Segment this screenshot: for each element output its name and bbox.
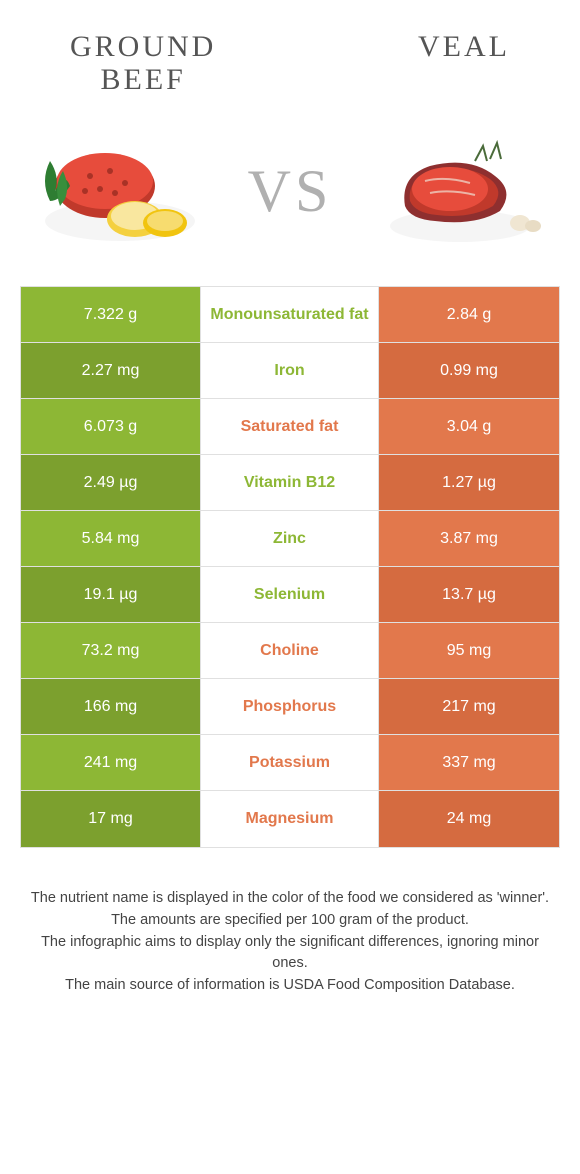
nutrient-label: Vitamin B12 [201, 455, 379, 510]
header: GROUNDBEEF VEAL [0, 0, 580, 106]
right-value: 3.04 g [379, 399, 559, 454]
right-value: 337 mg [379, 735, 559, 790]
vs-label: VS [248, 157, 333, 226]
left-value: 6.073 g [21, 399, 201, 454]
footer-notes: The nutrient name is displayed in the co… [0, 848, 580, 997]
left-value: 17 mg [21, 791, 201, 847]
nutrient-label: Monounsaturated fat [201, 287, 379, 342]
left-value: 2.27 mg [21, 343, 201, 398]
nutrient-label: Phosphorus [201, 679, 379, 734]
nutrient-label: Potassium [201, 735, 379, 790]
nutrient-label: Iron [201, 343, 379, 398]
right-value: 3.87 mg [379, 511, 559, 566]
right-value: 217 mg [379, 679, 559, 734]
ground-beef-image [30, 126, 210, 256]
nutrient-label: Saturated fat [201, 399, 379, 454]
table-row: 19.1 µgSelenium13.7 µg [21, 567, 559, 623]
left-food-title: GROUNDBEEF [70, 30, 216, 96]
footer-line: The nutrient name is displayed in the co… [30, 888, 550, 910]
table-row: 2.49 µgVitamin B121.27 µg [21, 455, 559, 511]
table-row: 166 mgPhosphorus217 mg [21, 679, 559, 735]
nutrient-label: Zinc [201, 511, 379, 566]
veal-image [370, 126, 550, 256]
images-row: VS [0, 106, 580, 286]
right-food-title: VEAL [418, 30, 510, 96]
left-value: 7.322 g [21, 287, 201, 342]
nutrient-table: 7.322 gMonounsaturated fat2.84 g2.27 mgI… [20, 286, 560, 848]
left-value: 166 mg [21, 679, 201, 734]
left-value: 19.1 µg [21, 567, 201, 622]
right-value: 0.99 mg [379, 343, 559, 398]
right-value: 95 mg [379, 623, 559, 678]
table-row: 2.27 mgIron0.99 mg [21, 343, 559, 399]
footer-line: The infographic aims to display only the… [30, 932, 550, 976]
right-value: 1.27 µg [379, 455, 559, 510]
table-row: 6.073 gSaturated fat3.04 g [21, 399, 559, 455]
left-value: 5.84 mg [21, 511, 201, 566]
footer-line: The amounts are specified per 100 gram o… [30, 910, 550, 932]
right-value: 2.84 g [379, 287, 559, 342]
nutrient-label: Choline [201, 623, 379, 678]
table-row: 7.322 gMonounsaturated fat2.84 g [21, 287, 559, 343]
left-value: 2.49 µg [21, 455, 201, 510]
footer-line: The main source of information is USDA F… [30, 975, 550, 997]
table-row: 5.84 mgZinc3.87 mg [21, 511, 559, 567]
table-row: 241 mgPotassium337 mg [21, 735, 559, 791]
table-row: 73.2 mgCholine95 mg [21, 623, 559, 679]
nutrient-label: Magnesium [201, 791, 379, 847]
table-row: 17 mgMagnesium24 mg [21, 791, 559, 847]
left-value: 241 mg [21, 735, 201, 790]
right-value: 24 mg [379, 791, 559, 847]
right-value: 13.7 µg [379, 567, 559, 622]
nutrient-label: Selenium [201, 567, 379, 622]
left-value: 73.2 mg [21, 623, 201, 678]
